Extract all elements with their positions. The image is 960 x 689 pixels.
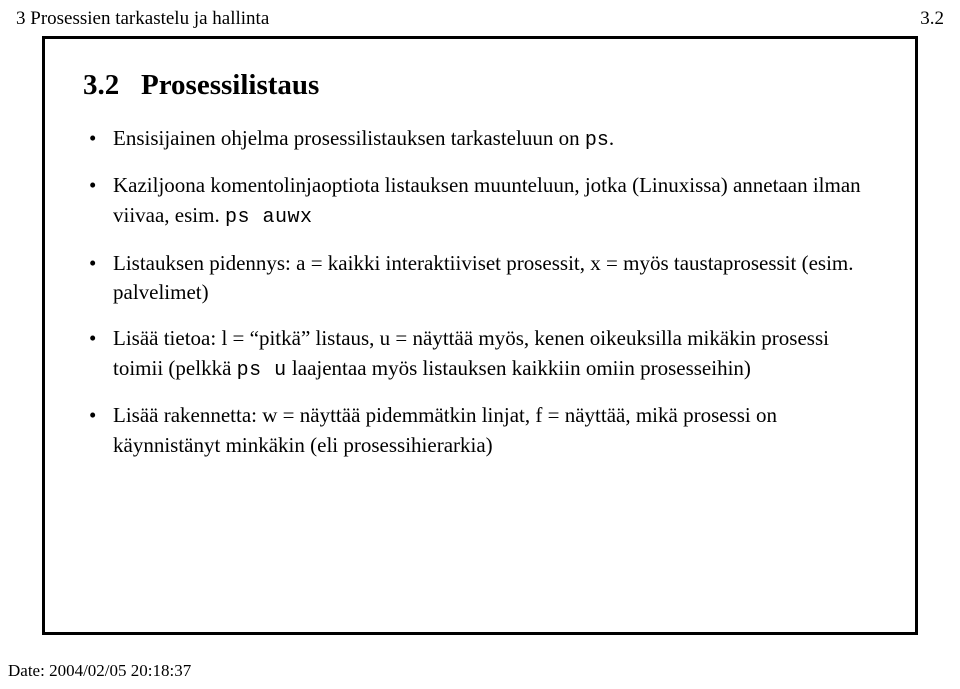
section-number: 3.2 (83, 69, 119, 101)
running-header-right: 3.2 (920, 8, 944, 30)
text-run: . (609, 126, 614, 150)
code-inline: ps auwx (225, 206, 313, 229)
list-item: Listauksen pidennys: a = kaikki interakt… (83, 249, 877, 309)
text-run: Ensisijainen ohjelma prosessilistauksen … (113, 126, 585, 150)
list-item: Lisää tietoa: l = “pitkä” listaus, u = n… (83, 324, 877, 385)
text-run: Lisää rakennetta: w = näyttää pidemmätki… (113, 403, 777, 457)
code-inline: ps (585, 129, 609, 152)
page: 3 Prosessien tarkastelu ja hallinta 3.2 … (0, 0, 960, 689)
text-run: laajentaa myös listauksen kaikkiin omiin… (287, 356, 751, 380)
bullet-list: Ensisijainen ohjelma prosessilistauksen … (83, 124, 877, 461)
list-item: Ensisijainen ohjelma prosessilistauksen … (83, 124, 877, 155)
list-item: Kaziljoona komentolinjaoptiota listaukse… (83, 171, 877, 232)
running-header-left: 3 Prosessien tarkastelu ja hallinta (16, 8, 269, 30)
code-inline: ps u (237, 359, 287, 382)
section-title: 3.2 Prosessilistaus (83, 69, 877, 102)
section-heading: Prosessilistaus (141, 69, 319, 101)
content-frame: 3.2 Prosessilistaus Ensisijainen ohjelma… (42, 36, 918, 635)
list-item: Lisää rakennetta: w = näyttää pidemmätki… (83, 401, 877, 461)
text-run: Listauksen pidennys: a = kaikki interakt… (113, 251, 854, 305)
footer-date: Date: 2004/02/05 20:18:37 (8, 661, 191, 681)
